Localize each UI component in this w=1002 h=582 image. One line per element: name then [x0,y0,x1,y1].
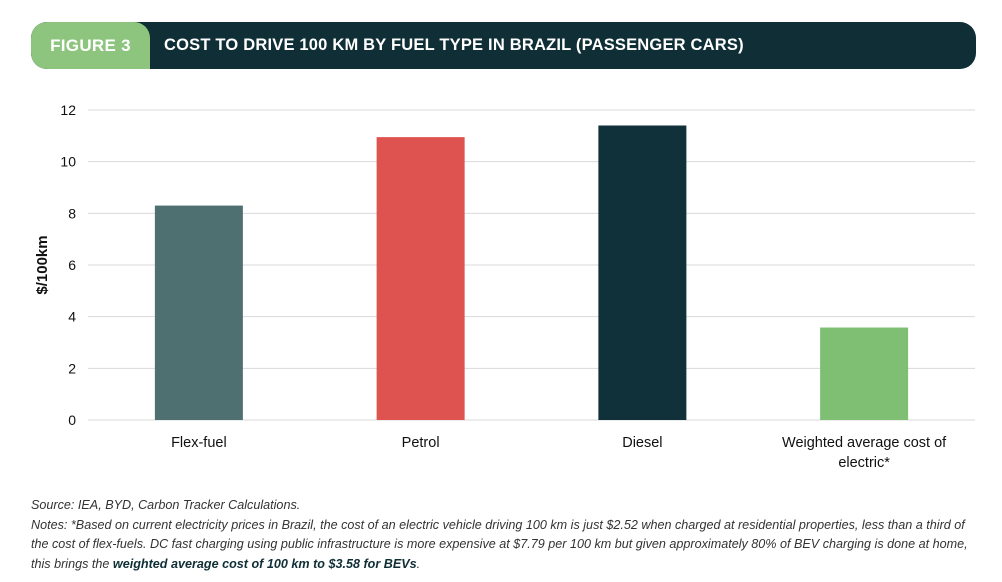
notes-text: Notes: *Based on current electricity pri… [31,516,981,575]
notes-end: . [416,556,421,571]
y-tick-label: 6 [68,257,76,273]
bar [820,327,909,420]
y-tick-label: 0 [68,412,76,428]
x-axis-categories: Flex-fuel Petrol Diesel Weighted average co… [171,435,947,471]
x-category-label-line: Flex-fuel [171,435,227,451]
bars [154,125,909,420]
y-axis-ticks: 0 2 4 6 8 10 12 [60,102,76,428]
notes-body: Notes: *Based on current electricity pri… [31,517,968,571]
x-category-label: Weighted average cost of electric* [782,435,947,471]
x-category-label: Flex-fuel [171,435,227,451]
y-tick-label: 4 [68,309,76,325]
y-tick-label: 10 [60,154,76,170]
x-category-label-line: Petrol [402,435,440,451]
bar [598,125,687,420]
y-tick-label: 2 [68,360,76,376]
y-tick-label: 12 [60,102,76,118]
figure-label: FIGURE 3 [31,22,150,69]
x-category-label: Petrol [402,435,440,451]
y-tick-label: 8 [68,205,76,221]
figure-banner: FIGURE 3 COST TO DRIVE 100 KM BY FUEL TY… [31,22,976,69]
x-category-label-line: Diesel [622,435,662,451]
x-category-label-line: Weighted average cost of [782,435,947,451]
figure-title: COST TO DRIVE 100 KM BY FUEL TYPE IN BRA… [164,36,744,54]
bar-chart: 0 2 4 6 8 10 12 Flex-fuel Petrol Diesel Weighted … [34,102,975,471]
source-text: Source: IEA, BYD, Carbon Tracker Calcula… [31,498,301,512]
notes-emphasis: weighted average cost of 100 km to $3.58… [112,556,417,571]
bar [154,205,243,420]
bar [376,137,465,420]
x-category-label: Diesel [622,435,662,451]
x-category-label-line: electric* [838,455,890,471]
y-axis-title: $/100km [34,235,51,294]
notes-block: Source: IEA, BYD, Carbon Tracker Calcula… [31,496,981,574]
